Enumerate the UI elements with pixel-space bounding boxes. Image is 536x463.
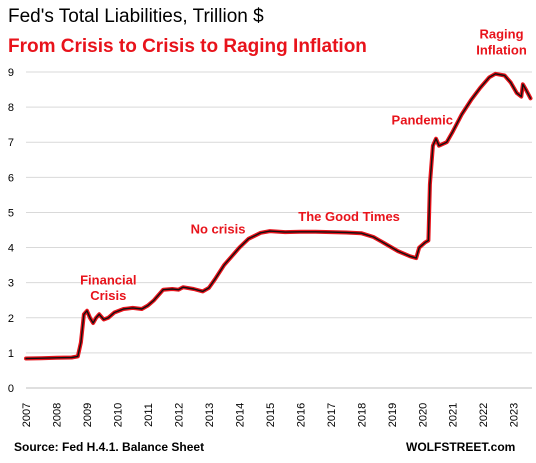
- x-tick-label: 2009: [82, 403, 94, 427]
- x-tick-label: 2012: [173, 403, 185, 427]
- x-tick-label: 2019: [387, 403, 399, 427]
- annotation-label: Crisis: [90, 288, 126, 303]
- source-note: Source: Fed H.4.1. Balance Sheet: [14, 440, 205, 454]
- y-tick-label: 5: [8, 207, 14, 219]
- annotation-label: Inflation: [476, 42, 527, 57]
- series-line-outline: [24, 71, 533, 361]
- x-tick-label: 2016: [295, 403, 307, 427]
- y-tick-label: 8: [8, 102, 14, 114]
- x-tick-label: 2015: [265, 403, 277, 427]
- x-tick-label: 2011: [143, 403, 155, 427]
- x-tick-label: 2013: [204, 403, 216, 427]
- x-tick-label: 2010: [112, 403, 124, 427]
- chart-subtitle: From Crisis to Crisis to Raging Inflatio…: [8, 36, 367, 57]
- x-tick-label: 2022: [478, 403, 490, 427]
- annotation-label: Pandemic: [392, 113, 453, 128]
- x-tick-label: 2021: [448, 403, 460, 427]
- series-line: [25, 73, 532, 360]
- chart-title: Fed's Total Liabilities, Trillion $: [8, 6, 264, 27]
- brand-label: WOLFSTREET.com: [406, 440, 516, 454]
- x-tick-label: 2008: [51, 403, 63, 427]
- y-tick-label: 1: [8, 348, 14, 360]
- annotation-label: Financial: [80, 272, 136, 287]
- y-tick-label: 2: [8, 313, 14, 325]
- x-axis-ticks: 2007 2008 2009 2010 2011 2012 2013 2014 2015 2016…: [21, 403, 521, 427]
- x-tick-label: 2017: [326, 403, 338, 427]
- annotation-label: The Good Times: [298, 209, 400, 224]
- annotation-label: Raging: [479, 27, 523, 42]
- y-tick-label: 9: [8, 67, 14, 79]
- x-tick-label: 2007: [21, 403, 33, 427]
- x-tick-label: 2018: [356, 403, 368, 427]
- grid-lines: [26, 71, 532, 354]
- y-tick-label: 7: [8, 137, 14, 149]
- x-tick-label: 2020: [417, 403, 429, 427]
- y-tick-label: 3: [8, 278, 14, 290]
- y-tick-label: 4: [8, 243, 14, 255]
- y-axis-ticks: 0 1 2 3 4 5 6 7 8 9: [8, 67, 14, 395]
- y-tick-label: 6: [8, 172, 14, 184]
- annotation-label: No crisis: [191, 222, 246, 237]
- series-layer: [24, 71, 533, 361]
- x-tick-label: 2023: [509, 403, 521, 427]
- x-tick-label: 2014: [234, 403, 246, 427]
- y-tick-label: 0: [8, 383, 14, 395]
